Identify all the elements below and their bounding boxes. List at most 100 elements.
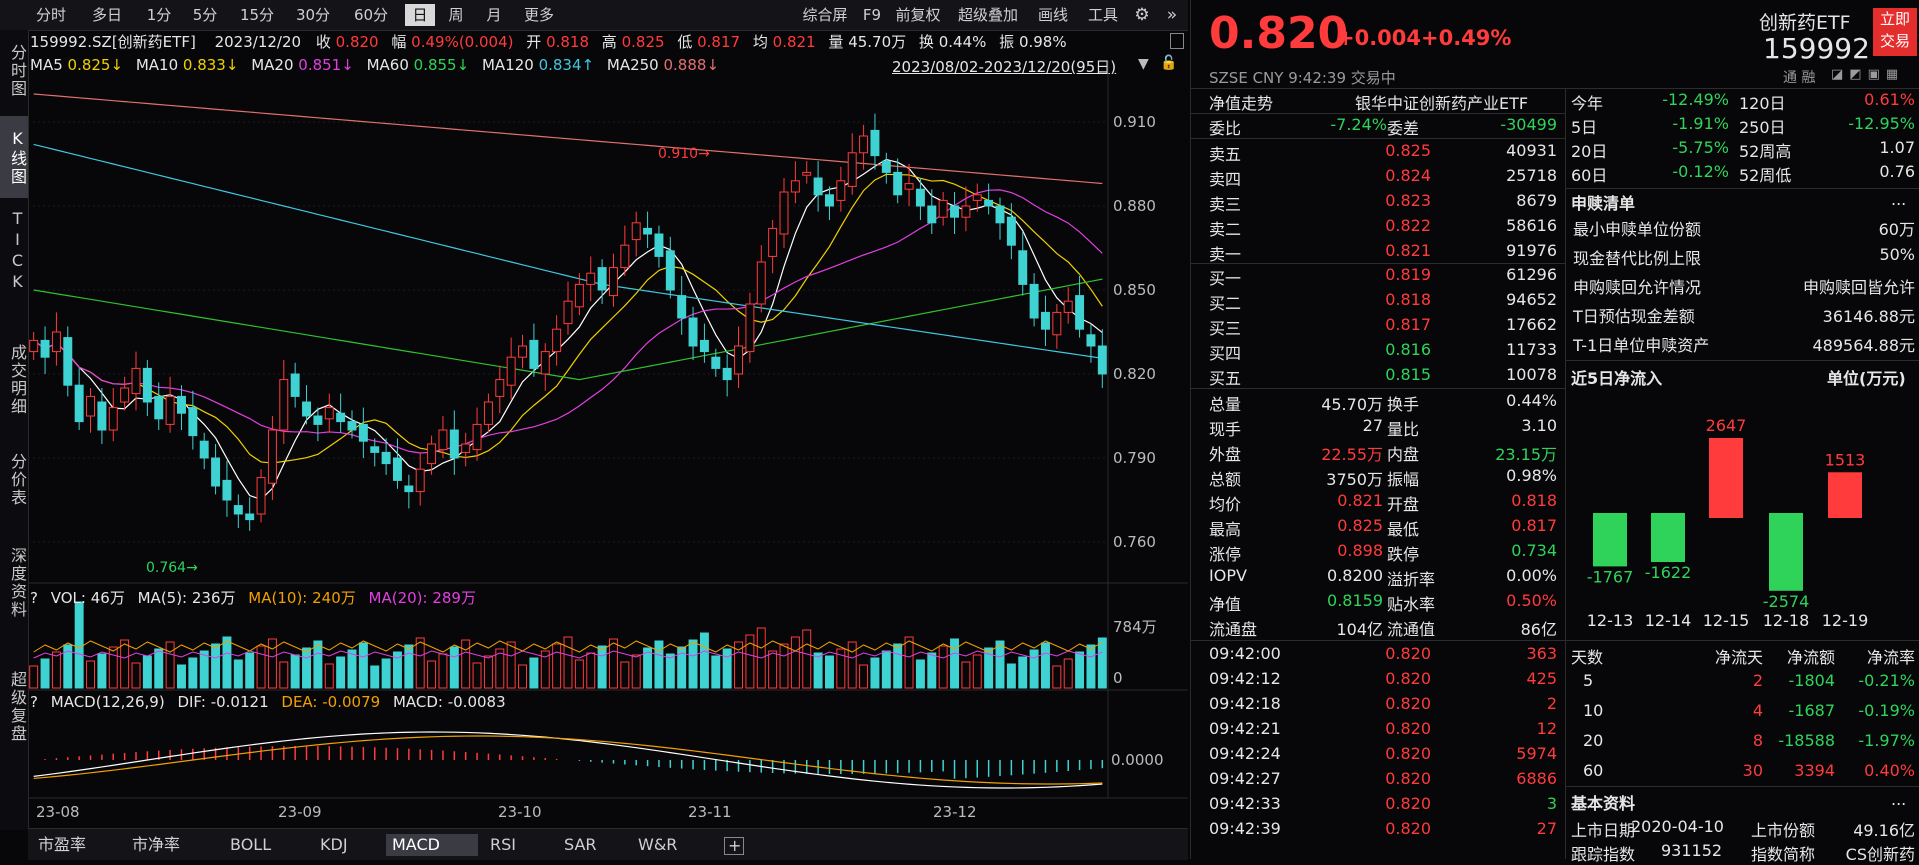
volume-bar [1063, 658, 1073, 689]
subscription-title: 申赎清单 [1571, 194, 1636, 213]
listing-shares-label: 上市份额 [1751, 821, 1816, 840]
nav-super-review[interactable]: 超级复盘 [8, 671, 27, 743]
tab-1min[interactable]: 1分 [146, 6, 172, 24]
f9-button[interactable]: F9 [862, 6, 882, 24]
volume-bar [927, 652, 937, 689]
tick-time: 09:42:27 [1209, 769, 1281, 788]
volume-bar [586, 652, 596, 689]
tab-more[interactable]: 更多 [523, 6, 554, 24]
tick-volume: 6886 [1516, 769, 1557, 788]
volume-bar [63, 644, 73, 689]
bids-level-volume: 94652 [1506, 290, 1557, 309]
candle-body [415, 468, 425, 493]
order-diff-value: -30499 [1500, 115, 1557, 134]
stat-label: 净值 [1209, 595, 1242, 614]
tab-daily[interactable]: 日 [405, 4, 435, 26]
candle-body [392, 457, 402, 481]
gear-icon[interactable]: ⚙ [1134, 5, 1150, 25]
tab-60min[interactable]: 60分 [353, 6, 389, 24]
price-axis-label: 0.820 [1113, 365, 1156, 383]
date-range[interactable]: 2023/08/02-2023/12/20(95日) [892, 58, 1117, 76]
tab-5min[interactable]: 5分 [192, 6, 218, 24]
tab-macd[interactable]: MACD [386, 834, 478, 856]
tab-15min[interactable]: 15分 [239, 6, 275, 24]
tick-price: 0.820 [1385, 669, 1431, 688]
perf-label: 5日 [1571, 118, 1598, 137]
candle-body [131, 367, 141, 395]
lock-icon[interactable]: 🔓 [1160, 55, 1178, 71]
asks-level-price: 0.825 [1385, 141, 1431, 160]
nav-tick[interactable]: TICK [8, 209, 27, 293]
nav-trend-link[interactable]: 净值走势 [1209, 94, 1274, 113]
quote-date: 2023/12/20 [214, 33, 302, 51]
composite-screen-button[interactable]: 综合屏 [802, 6, 848, 24]
macd-help-icon[interactable]: ? [30, 693, 38, 711]
candle-body [643, 227, 653, 235]
tab-wr[interactable]: W&R [638, 835, 678, 854]
flow-bar [1828, 472, 1862, 518]
asks-level-volume: 40931 [1506, 141, 1557, 160]
low-label: 低 [677, 33, 693, 51]
nav-price-table[interactable]: 分价表 [8, 453, 27, 507]
macd-panel [33, 731, 1104, 789]
subscription-value: 50% [1879, 245, 1915, 264]
tick-time: 09:42:39 [1209, 819, 1281, 838]
tab-multi-day[interactable]: 多日 [91, 6, 122, 24]
tab-rsi[interactable]: RSI [490, 835, 516, 854]
candle-body [472, 423, 482, 451]
kline-chart[interactable]: 0.910→0.764→ 0.9100.8800.8500.8200.7900.… [28, 30, 1188, 828]
tab-weekly[interactable]: 周 [448, 6, 464, 24]
nav-kline-chart[interactable]: K线图 [0, 116, 28, 198]
tab-intraday[interactable]: 分时 [35, 6, 66, 24]
flow-amount: -1804 [1788, 671, 1836, 690]
super-overlay-button[interactable]: 超级叠加 [957, 6, 1018, 24]
tab-kdj[interactable]: KDJ [320, 835, 348, 854]
tools-button[interactable]: 工具 [1087, 6, 1118, 24]
candle-body [597, 267, 607, 291]
vol-ma10: MA(10): 240万 [248, 589, 356, 607]
trade-now-button[interactable]: 立即交易 [1873, 8, 1917, 56]
draw-line-button[interactable]: 画线 [1037, 6, 1068, 24]
quote-line: 159992.SZ[创新药ETF] 2023/12/20 收 0.820 幅 0… [30, 31, 1067, 52]
candle-body [86, 395, 96, 417]
axes: 0.910 0.880 0.850 0.820 0.790 0.760 784万 0 0.000… [36, 113, 1164, 821]
volume-bar [1086, 644, 1096, 689]
double-chevron-right-icon[interactable]: » [1166, 5, 1178, 25]
low-price-mark: 0.764→ [146, 560, 198, 576]
perf-value: 0.61% [1864, 90, 1915, 109]
tab-monthly[interactable]: 月 [486, 6, 502, 24]
basic-info-more[interactable]: ... [1891, 790, 1907, 809]
flow-amount: 3394 [1794, 761, 1835, 780]
ma60-line [33, 278, 1103, 381]
stat-value: 0.50% [1506, 591, 1557, 610]
subscription-label: 现金替代比例上限 [1573, 249, 1702, 268]
candle-body [1029, 283, 1039, 319]
perf-label: 250日 [1739, 118, 1786, 137]
nav-depth-data[interactable]: 深度资料 [8, 547, 27, 619]
panel-tool-icons[interactable]: ◪◩▣▦ [1831, 67, 1905, 82]
window-icon[interactable] [1170, 33, 1184, 49]
candle-body [518, 345, 528, 358]
volume-axis-label: 0 [1113, 669, 1123, 687]
nav-intraday-chart[interactable]: 分时图 [8, 44, 27, 98]
candle-body [63, 337, 73, 386]
tab-pe[interactable]: 市盈率 [38, 835, 87, 854]
tab-30min[interactable]: 30分 [295, 6, 331, 24]
candle-body [1006, 216, 1016, 246]
index-short-name-label: 指数简称 [1751, 845, 1816, 864]
add-indicator-icon[interactable]: + [724, 837, 744, 855]
tab-sar[interactable]: SAR [564, 835, 597, 854]
volume-bar [222, 636, 232, 689]
caret-down-icon[interactable]: ▼ [1138, 56, 1149, 72]
subscription-more[interactable]: ... [1891, 190, 1907, 209]
tab-pb[interactable]: 市净率 [132, 835, 181, 854]
flow-value-label: -1622 [1645, 563, 1692, 582]
volume-bar [745, 634, 755, 689]
vol-help-icon[interactable]: ? [30, 589, 38, 607]
order-diff-label: 委差 [1387, 119, 1420, 138]
nav-trade-details[interactable]: 成交明细 [8, 344, 27, 416]
volume-bar [199, 650, 209, 689]
tab-boll[interactable]: BOLL [230, 835, 272, 854]
forward-adjust-button[interactable]: 前复权 [895, 6, 941, 24]
